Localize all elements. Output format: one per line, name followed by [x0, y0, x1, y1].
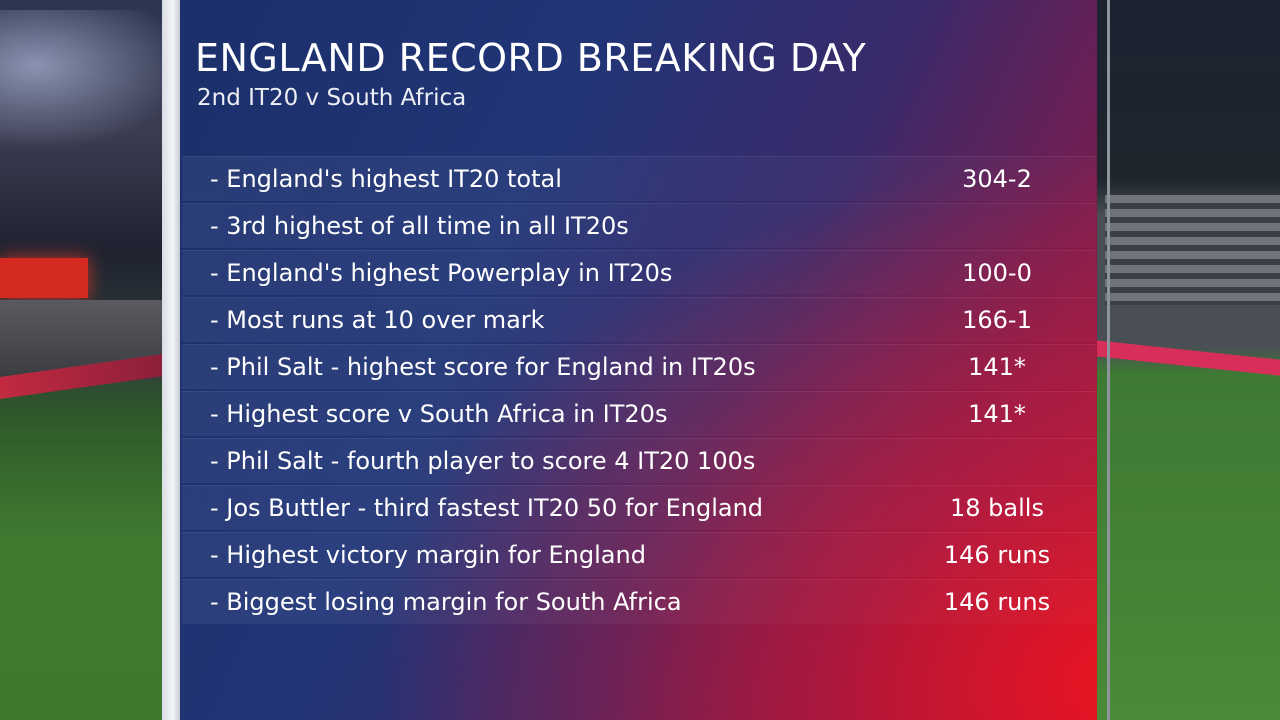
- record-row: - Phil Salt - fourth player to score 4 I…: [182, 438, 1096, 483]
- record-value: 100-0: [962, 259, 1032, 287]
- record-value: 146 runs: [943, 588, 1051, 616]
- pavilion-building: [1105, 195, 1280, 305]
- stats-graphic-panel: [162, 0, 1097, 720]
- record-row: - Most runs at 10 over mark 166-1: [182, 297, 1096, 342]
- stadium-background-right: [1095, 0, 1280, 720]
- advertising-board: [1095, 340, 1280, 376]
- record-label: - Phil Salt - highest score for England …: [210, 353, 756, 381]
- record-label: - Highest score v South Africa in IT20s: [210, 400, 668, 428]
- stadium-background-left: [0, 0, 170, 720]
- record-label: - Most runs at 10 over mark: [210, 306, 545, 334]
- record-label: - Jos Buttler - third fastest IT20 50 fo…: [210, 494, 764, 522]
- floodlight-glow: [0, 10, 170, 150]
- record-row: - England's highest Powerplay in IT20s 1…: [182, 250, 1096, 295]
- record-row: - Jos Buttler - third fastest IT20 50 fo…: [182, 485, 1096, 530]
- record-row: - Biggest losing margin for South Africa…: [182, 579, 1096, 624]
- screen-pole: [1107, 0, 1110, 720]
- record-value: 166-1: [962, 306, 1032, 334]
- record-value: 146 runs: [943, 541, 1051, 569]
- record-label: - England's highest Powerplay in IT20s: [210, 259, 673, 287]
- record-label: - Highest victory margin for England: [210, 541, 646, 569]
- record-row: - Phil Salt - highest score for England …: [182, 344, 1096, 389]
- records-list: - England's highest IT20 total 304-2 - 3…: [182, 156, 1096, 626]
- record-label: - England's highest IT20 total: [210, 165, 562, 193]
- record-label: - Biggest losing margin for South Africa: [210, 588, 682, 616]
- graphic-subtitle: 2nd IT20 v South Africa: [197, 85, 467, 111]
- record-value: 141*: [968, 400, 1026, 428]
- record-label: - Phil Salt - fourth player to score 4 I…: [210, 447, 756, 475]
- record-row: - Highest victory margin for England 146…: [182, 532, 1096, 577]
- graphic-title: ENGLAND RECORD BREAKING DAY: [195, 36, 867, 80]
- stadium-scoreboard: [0, 258, 88, 298]
- record-label: - 3rd highest of all time in all IT20s: [210, 212, 629, 240]
- record-value: 141*: [968, 353, 1026, 381]
- record-value: 304-2: [962, 165, 1032, 193]
- panel-edge: [162, 0, 180, 720]
- record-row: - Highest score v South Africa in IT20s …: [182, 391, 1096, 436]
- record-row: - 3rd highest of all time in all IT20s: [182, 203, 1096, 248]
- record-row: - England's highest IT20 total 304-2: [182, 156, 1096, 201]
- record-value: 18 balls: [950, 494, 1044, 522]
